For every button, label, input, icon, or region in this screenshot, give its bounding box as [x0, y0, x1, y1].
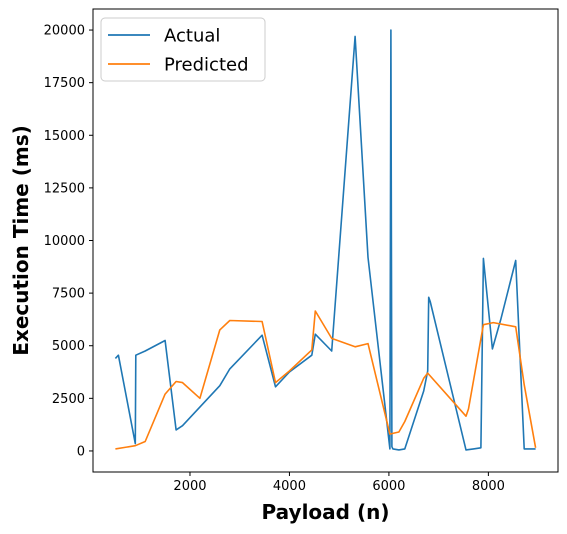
- y-tick-label: 0: [77, 444, 85, 459]
- series-line-actual: [114, 29, 536, 451]
- y-tick-label: 2500: [52, 392, 85, 407]
- x-axis-ticks: 2000 4000 6000 8000: [173, 472, 505, 494]
- legend-label-actual: Actual: [164, 26, 220, 47]
- y-tick-label: 5000: [52, 339, 85, 354]
- legend-label-predicted: Predicted: [164, 55, 249, 76]
- x-axis-label: Payload (n): [262, 500, 390, 524]
- plot-lines: [114, 29, 537, 451]
- series-line-predicted: [115, 310, 537, 450]
- y-axis-label: Execution Time (ms): [9, 125, 33, 355]
- y-tick-label: 10000: [44, 234, 85, 249]
- y-axis-ticks: 0 2500 5000 7500 10000 12500 15000 17500 20000: [44, 24, 93, 459]
- y-tick-label: 20000: [44, 24, 85, 39]
- y-tick-label: 17500: [44, 76, 85, 91]
- x-tick-label: 2000: [173, 479, 206, 494]
- legend: Actual Predicted: [100, 17, 266, 82]
- legend-box: [100, 17, 266, 82]
- x-tick-label: 6000: [372, 479, 405, 494]
- x-tick-label: 8000: [472, 479, 505, 494]
- x-tick-label: 4000: [273, 479, 306, 494]
- y-tick-label: 7500: [52, 287, 85, 302]
- y-tick-label: 12500: [44, 181, 85, 196]
- y-tick-label: 15000: [44, 129, 85, 144]
